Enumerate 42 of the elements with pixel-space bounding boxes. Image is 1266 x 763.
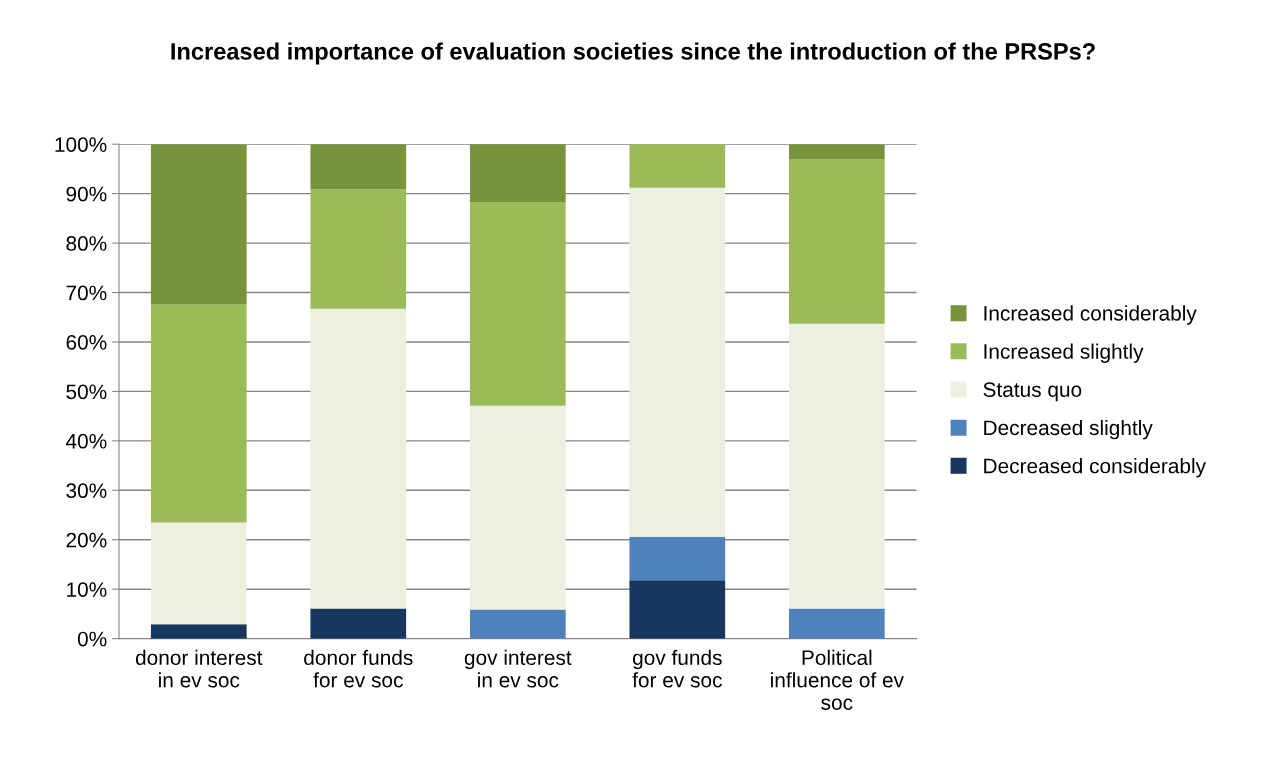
bar (469, 202, 566, 406)
bar (150, 522, 247, 625)
x-tick-label: donor funds for ev soc (304, 649, 413, 688)
y-tick-label: 80% (66, 236, 107, 251)
y-tick-label: 0% (77, 631, 107, 647)
y-tick-label: 50% (66, 384, 107, 400)
x-tick-label: gov funds for ev soc (632, 649, 722, 688)
y-tick-label: 30% (66, 483, 107, 499)
bar (310, 189, 407, 309)
bar (469, 609, 566, 639)
legend-label: Decreased slightly (984, 419, 1153, 440)
bar (150, 304, 247, 523)
x-tick-label: donor interest in ev soc (135, 649, 263, 688)
bar (629, 580, 726, 639)
chart-title: Increased importance of evaluation societies since the introduction of the PRSPs? (171, 42, 1095, 65)
bar (788, 608, 885, 639)
y-tick-label: 10% (67, 582, 107, 597)
bar (629, 187, 726, 537)
bar (310, 608, 407, 639)
bar (469, 405, 566, 610)
legend-label: Increased considerably (984, 305, 1197, 325)
y-tick-label: 90% (66, 186, 107, 202)
bar (469, 144, 566, 203)
x-tick-label: Political influence of ev soc (771, 649, 904, 710)
bar (788, 159, 885, 324)
legend-label: Decreased considerably (984, 458, 1206, 478)
x-tick-label: gov interest in ev soc (464, 649, 572, 688)
y-tick-label: 40% (65, 433, 107, 449)
bar (150, 624, 247, 639)
legend-label: Status quo (983, 382, 1082, 402)
bar (310, 144, 407, 190)
bar (788, 323, 885, 609)
y-tick-label: 60% (66, 334, 107, 350)
bar (629, 536, 726, 581)
bar (788, 144, 885, 160)
bar (629, 144, 726, 188)
y-tick-label: 100% (55, 137, 107, 152)
legend-label: Increased slightly (984, 343, 1144, 363)
y-tick-label: 20% (66, 532, 107, 548)
bar (310, 308, 407, 609)
y-tick-label: 70% (66, 285, 107, 301)
bar (150, 144, 247, 305)
